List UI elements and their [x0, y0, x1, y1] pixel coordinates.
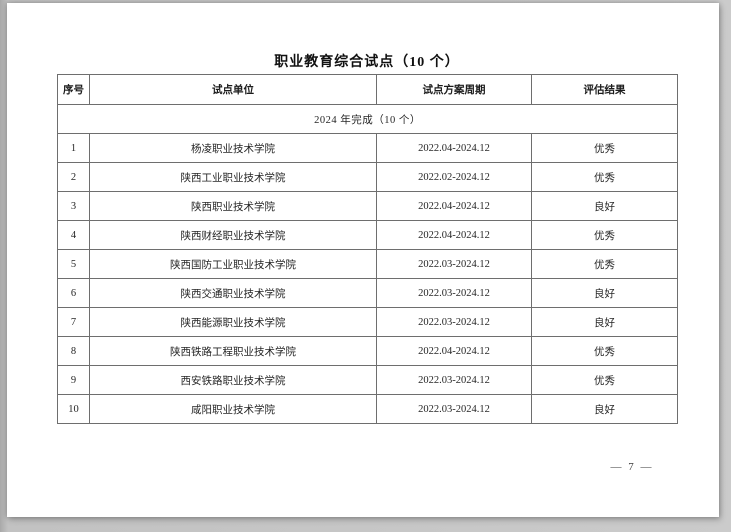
page-number: — 7 —	[610, 461, 654, 473]
row-number-cell: 9	[57, 365, 90, 395]
row-number-cell: 5	[57, 249, 90, 279]
unit-cell: 陕西交通职业技术学院	[89, 278, 377, 308]
unit-cell: 咸阳职业技术学院	[89, 394, 377, 424]
period-cell: 2022.03-2024.12	[376, 394, 532, 424]
header-pilot-period: 试点方案周期	[376, 74, 532, 105]
result-cell: 优秀	[531, 249, 678, 279]
result-cell: 良好	[531, 191, 678, 221]
section-header-row: 2024 年完成（10 个）	[57, 104, 678, 134]
result-cell: 良好	[531, 278, 678, 308]
table-row: 1 杨凌职业技术学院 2022.04-2024.12 优秀	[57, 133, 678, 163]
row-number-cell: 10	[57, 394, 90, 424]
unit-cell: 陕西能源职业技术学院	[89, 307, 377, 337]
document-title: 职业教育综合试点（10 个）	[274, 55, 460, 70]
table-row: 10 咸阳职业技术学院 2022.03-2024.12 良好	[57, 394, 678, 424]
result-cell: 优秀	[531, 162, 678, 192]
table-row: 9 西安铁路职业技术学院 2022.03-2024.12 优秀	[57, 365, 678, 395]
row-number-cell: 3	[57, 191, 90, 221]
table-row: 6 陕西交通职业技术学院 2022.03-2024.12 良好	[57, 278, 678, 308]
result-cell: 优秀	[531, 133, 678, 163]
row-number-cell: 6	[57, 278, 90, 308]
table-header-row: 序号 试点单位 试点方案周期 评估结果	[57, 74, 678, 105]
period-cell: 2022.03-2024.12	[376, 249, 532, 279]
result-cell: 良好	[531, 307, 678, 337]
unit-cell: 陕西财经职业技术学院	[89, 220, 377, 250]
row-number-cell: 2	[57, 162, 90, 192]
unit-cell: 杨凌职业技术学院	[89, 133, 377, 163]
header-evaluation-result: 评估结果	[531, 74, 678, 105]
table-row: 5 陕西国防工业职业技术学院 2022.03-2024.12 优秀	[57, 249, 678, 279]
section-header-2024-completed: 2024 年完成（10 个）	[57, 104, 678, 134]
table-row: 2 陕西工业职业技术学院 2022.02-2024.12 优秀	[57, 162, 678, 192]
result-cell: 优秀	[531, 336, 678, 366]
result-cell: 优秀	[531, 220, 678, 250]
unit-cell: 陕西工业职业技术学院	[89, 162, 377, 192]
period-cell: 2022.04-2024.12	[376, 336, 532, 366]
result-cell: 优秀	[531, 365, 678, 395]
scanned-document-page: 职业教育综合试点（10 个） 序号 试点单位 试点方案周期 评估结果 2024 …	[7, 3, 719, 517]
period-cell: 2022.03-2024.12	[376, 307, 532, 337]
period-cell: 2022.04-2024.12	[376, 191, 532, 221]
header-pilot-unit: 试点单位	[89, 74, 377, 105]
table-row: 8 陕西铁路工程职业技术学院 2022.04-2024.12 优秀	[57, 336, 678, 366]
table-row: 7 陕西能源职业技术学院 2022.03-2024.12 良好	[57, 307, 678, 337]
unit-cell: 陕西职业技术学院	[89, 191, 377, 221]
row-number-cell: 1	[57, 133, 90, 163]
pilot-program-table: 序号 试点单位 试点方案周期 评估结果 2024 年完成（10 个） 1 杨凌职…	[57, 74, 678, 424]
row-number-cell: 4	[57, 220, 90, 250]
unit-cell: 陕西国防工业职业技术学院	[89, 249, 377, 279]
period-cell: 2022.03-2024.12	[376, 365, 532, 395]
period-cell: 2022.02-2024.12	[376, 162, 532, 192]
table-row: 3 陕西职业技术学院 2022.04-2024.12 良好	[57, 191, 678, 221]
unit-cell: 陕西铁路工程职业技术学院	[89, 336, 377, 366]
period-cell: 2022.04-2024.12	[376, 220, 532, 250]
result-cell: 良好	[531, 394, 678, 424]
period-cell: 2022.04-2024.12	[376, 133, 532, 163]
row-number-cell: 7	[57, 307, 90, 337]
unit-cell: 西安铁路职业技术学院	[89, 365, 377, 395]
table-row: 4 陕西财经职业技术学院 2022.04-2024.12 优秀	[57, 220, 678, 250]
row-number-cell: 8	[57, 336, 90, 366]
header-serial-number: 序号	[57, 74, 90, 105]
period-cell: 2022.03-2024.12	[376, 278, 532, 308]
